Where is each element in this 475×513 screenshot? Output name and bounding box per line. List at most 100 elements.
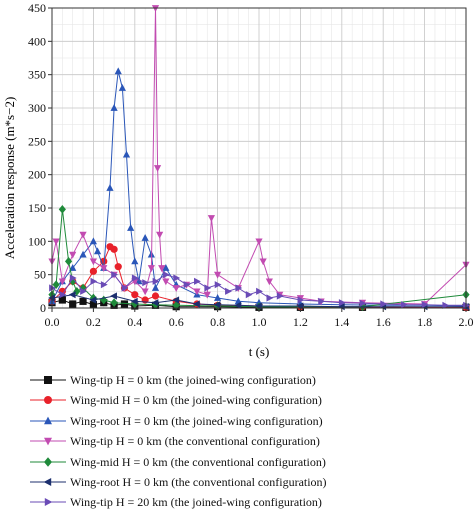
data-point [158,265,166,272]
data-point [172,285,180,292]
data-point [235,284,243,292]
data-point [203,291,211,299]
data-point [64,257,73,266]
data-point [79,231,87,239]
data-point [59,291,67,299]
x-tick-label: 0.0 [45,315,60,329]
data-point [214,281,222,289]
legend-swatch [30,396,66,405]
data-point [152,277,160,285]
data-point [194,277,201,285]
x-tick-label: 0.4 [127,315,142,329]
data-point [151,292,160,300]
data-point [359,299,367,307]
data-point [173,274,181,282]
legend-item: Wing-mid H = 0 km (the conventional conf… [28,452,468,472]
legend-item: Wing-tip H = 0 km (the joined-wing confi… [28,370,468,390]
data-point [122,150,131,158]
y-tick-label: 150 [28,201,46,215]
data-point [79,297,87,305]
data-point [401,301,408,309]
data-point [256,287,263,295]
data-point [110,298,118,307]
data-point [141,288,149,296]
series-line [51,273,466,306]
y-tick-label: 200 [28,168,46,182]
chart: Acceleration response (m*s−2) t (s) 0.0 0… [2,1,474,359]
data-point [52,238,60,246]
legend-label: Wing-root H = 0 km (the conventional con… [70,474,327,489]
x-tick-label: 2.0 [459,315,474,329]
data-point [114,67,122,75]
data-point [89,258,97,266]
y-tick-label: 250 [28,134,46,148]
data-point [100,281,108,289]
data-point [214,294,222,301]
data-point [153,165,162,172]
data-point [142,279,150,287]
data-point [69,251,77,259]
data-point [68,291,76,299]
data-point [172,301,180,310]
data-point [276,292,284,300]
data-point [89,237,97,245]
data-point [58,278,66,286]
data-point [118,84,126,91]
data-point [255,238,263,246]
x-tick-label: 0.8 [210,315,225,329]
legend-marker [43,477,52,486]
data-point [100,295,108,305]
legend-label: Wing-root H = 0 km (the joined-wing conf… [70,413,323,428]
data-point [131,291,139,299]
data-point [141,234,149,241]
data-point [110,104,118,111]
data-point [265,278,273,286]
legend-marker [44,456,52,467]
data-point [172,296,180,304]
legend-marker [44,437,52,446]
legend-label: Wing-tip H = 20 km (the joined-wing conf… [70,495,322,510]
y-axis-title: Acceleration response (m*s−2) [2,97,17,260]
legend-label: Wing-mid H = 0 km (the joined-wing confi… [70,393,322,408]
y-axis-title-group: Acceleration response (m*s−2) [2,97,17,260]
legend-marker [44,416,52,424]
series-7 [49,271,470,309]
legend: Wing-tip H = 0 km (the joined-wing confi… [28,370,468,513]
data-point [147,265,155,272]
data-point [156,231,164,239]
x-tick-label: 1.6 [376,315,391,329]
y-tick-label: 50 [34,268,46,282]
legend-marker [44,396,52,405]
legend-item: Wing-mid H = 0 km (the joined-wing confi… [28,390,468,410]
y-tick-label: 450 [28,1,46,15]
data-point [90,277,98,285]
data-point [204,284,212,292]
data-point [207,215,215,222]
data-point [111,271,119,279]
x-axis-title: t (s) [249,344,270,359]
data-point [162,278,170,286]
legend-label: Wing-tip H = 0 km (the joined-wing confi… [70,373,316,387]
x-tick-label: 1.0 [252,315,267,329]
x-tick-label: 1.4 [334,315,349,329]
y-tick-label: 100 [28,234,46,248]
legend-marker [44,376,52,384]
data-point [48,294,55,302]
y-tick-label: 300 [28,101,46,115]
data-point [52,280,60,289]
legend-label: Wing-tip H = 0 km (the conventional conf… [70,434,320,449]
data-point [106,184,114,191]
legend-swatch [30,456,66,467]
data-point [338,299,346,307]
legend-swatch [30,437,66,446]
data-point [162,271,170,279]
y-tick-label: 350 [28,68,46,82]
data-point [114,263,122,271]
x-tick-label: 0.2 [86,315,101,329]
data-point [380,300,388,308]
data-point [58,205,66,214]
legend-item: Wing-root H = 0 km (the joined-wing conf… [28,411,468,431]
data-point [214,271,222,279]
data-point [89,267,97,275]
data-point [151,299,159,307]
